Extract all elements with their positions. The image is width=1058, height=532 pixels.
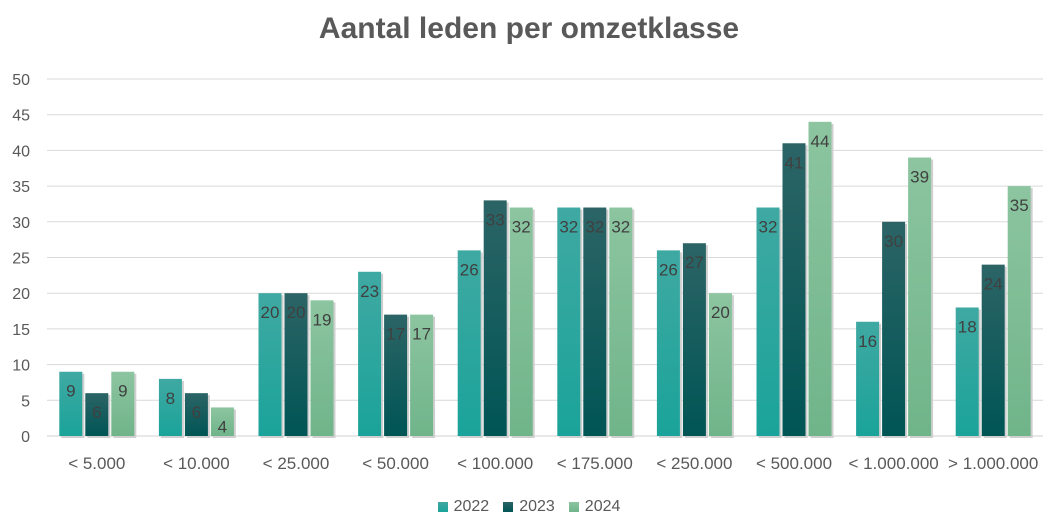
data-label: 35 [1010,196,1029,215]
data-label: 4 [218,417,227,436]
legend-swatch [437,502,448,512]
bar-2023 [782,143,806,436]
data-label: 32 [759,218,778,237]
data-label: 33 [486,210,505,229]
legend-label: 2023 [519,498,555,515]
data-label: 20 [287,303,306,322]
data-label: 27 [685,253,704,272]
x-tick-label: < 25.000 [263,454,330,473]
legend-label: 2022 [453,498,490,515]
data-label: 18 [958,317,977,336]
data-label: 32 [559,218,578,237]
y-tick-label: 50 [12,72,30,89]
y-tick-label: 10 [12,358,30,375]
data-label: 17 [412,325,431,344]
bar-2024 [509,207,533,436]
y-tick-label: 35 [12,179,30,196]
x-tick-label: < 100.000 [457,454,533,473]
bar-2022 [756,207,780,436]
bar-2024 [708,293,732,436]
y-tick-label: 30 [12,215,30,232]
bar-2023 [184,393,208,436]
legend-item-2022: 2022 [437,498,490,516]
data-label: 16 [858,332,877,351]
x-tick-label: > 1.000.000 [948,454,1038,473]
data-label: 26 [659,260,678,279]
bar-2023 [981,264,1005,436]
bar-2023 [583,207,607,436]
bar-2024 [310,300,334,436]
bar-2022 [457,250,481,436]
data-label: 20 [711,303,730,322]
data-label: 26 [460,260,479,279]
bar-2024 [210,407,234,436]
data-label: 6 [92,403,101,422]
x-tick-label: < 10.000 [163,454,230,473]
legend-swatch [503,502,514,512]
y-tick-label: 40 [12,143,30,160]
data-label: 19 [313,310,332,329]
data-label: 23 [360,282,379,301]
x-tick-label: < 500.000 [756,454,832,473]
bar-2022 [656,250,680,436]
data-label: 6 [192,403,201,422]
data-label: 39 [910,168,929,187]
data-label: 24 [984,275,1003,294]
legend-swatch [568,502,579,512]
chart-title: Aantal leden per omzetklasse [318,12,740,45]
data-label: 32 [512,218,531,237]
x-tick-label: < 175.000 [557,454,633,473]
data-label: 20 [261,303,280,322]
bar-2023 [682,243,706,436]
x-tick-label: < 5.000 [68,454,125,473]
y-tick-label: 0 [21,429,30,446]
x-tick-label: < 50.000 [362,454,429,473]
bar-2023 [384,314,408,436]
y-tick-label: 25 [12,251,30,268]
x-tick-label: < 250.000 [656,454,732,473]
bar-2022 [158,378,182,436]
bar-2022 [258,293,282,436]
bar-2024 [410,314,434,436]
bar-2022 [557,207,581,436]
data-label: 44 [811,132,830,151]
bar-2022 [358,271,382,436]
bar-2023 [85,393,109,436]
data-label: 17 [386,325,405,344]
data-label: 32 [585,218,604,237]
bar-2023 [284,293,308,436]
data-label: 8 [166,389,175,408]
x-tick-label: < 1.000.000 [848,454,938,473]
data-label: 41 [785,153,804,172]
legend: 2022 2023 2024 [0,498,1058,516]
y-tick-label: 20 [12,286,30,303]
bar-2024 [111,371,135,436]
bar-2023 [483,200,507,436]
bar-2024 [1007,186,1031,436]
bar-2022 [856,321,880,436]
bar-2024 [808,121,832,436]
bar-2023 [882,221,906,436]
bar-2022 [59,371,83,436]
data-label: 32 [611,218,630,237]
legend-item-2024: 2024 [568,498,621,516]
legend-item-2023: 2023 [503,498,555,516]
y-tick-label: 5 [21,393,30,410]
y-tick-label: 45 [12,108,30,125]
data-label: 30 [884,232,903,251]
bar-2022 [955,307,979,436]
data-label: 9 [66,382,75,401]
bar-2024 [908,157,932,437]
y-tick-label: 15 [12,322,30,339]
data-label: 9 [118,382,127,401]
legend-label: 2024 [584,498,621,515]
bar-2024 [609,207,633,436]
